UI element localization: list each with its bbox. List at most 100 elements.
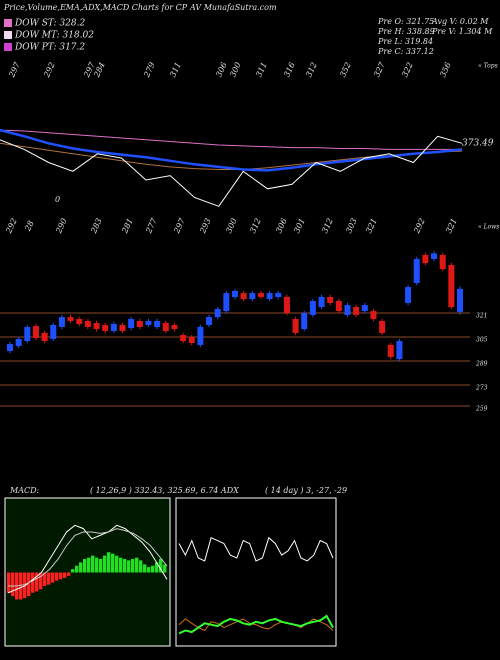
macd-bar [123,559,127,573]
candle-body [102,325,109,331]
candle-body [24,326,31,342]
legend-label: DOW MT: 318.02 [14,31,94,41]
macd-bar [119,557,123,573]
lows-label: « Lows [478,224,499,231]
candle-body [50,325,57,339]
macd-bar [59,572,63,580]
candle-body [84,320,91,327]
candle-body [93,323,100,330]
candle-body [266,293,273,300]
candle-body [257,293,264,297]
candle-body [283,296,290,313]
candle-body [353,307,360,315]
candle-body [214,308,221,318]
candle-body [41,332,48,342]
candle-body [327,296,334,303]
candle-body [67,317,74,321]
macd-bar [55,572,59,581]
candle-body [344,305,351,315]
y-tick-label: 289 [475,361,488,368]
macd-bar [39,572,43,590]
stat-label: Pre C: 337.12 [377,47,434,56]
candle-body [76,319,83,324]
candle-body [301,313,308,330]
candle-body [457,288,463,312]
page-title: Price,Volume,EMA,ADX,MACD Charts for CP [3,3,188,12]
indicator-line [0,129,462,150]
macd-bar [131,559,135,573]
candle-body [396,341,403,360]
candle-body [145,320,152,325]
macd-bar [107,552,111,573]
candle-body [275,293,282,297]
macd-bar [151,565,155,573]
macd-bar [43,572,47,586]
candle-body [292,319,299,333]
stat-label: Pre L: 319.84 [377,37,433,46]
indicator-line [178,536,334,562]
candle-body [405,287,412,303]
macd-bar [147,567,151,573]
macd-bar [163,564,167,573]
stat-label: Pre O: 321.75 [377,17,434,26]
indicator-line [178,614,334,635]
stat-label: Pre H: 338.89 [377,27,435,36]
macd-bar [143,564,147,573]
macd-bar [99,559,103,573]
legend-swatch [4,19,12,27]
candle-body [439,254,446,270]
candle-body [128,319,135,328]
indicator-line [0,135,463,207]
candle-body [110,323,117,331]
macd-bar [111,553,115,573]
candle-body [15,338,22,346]
candle-body [136,320,143,327]
legend-label: DOW PT: 317.2 [14,43,85,53]
stat-label: Pre V: 1.304 M [431,27,493,36]
annotation: 373.49 [462,139,494,149]
macd-bar [31,572,35,593]
candle-body [361,305,368,312]
macd-bar [23,572,27,599]
bottom-label: 28 [23,219,36,233]
macd-bar [27,572,31,597]
macd-bar [63,572,67,578]
candle-body [171,325,178,330]
macd-title: MACD: [9,486,40,495]
candle-body [7,344,13,351]
candle-body [413,259,420,283]
macd-subtitle: ( 12,26,9 ) 332.43, 325.69, 6.74 ADX [90,486,239,495]
legend-label: DOW ST: 328.2 [14,19,85,29]
macd-bar [87,557,91,573]
macd-bar [91,555,95,573]
candle-body [370,311,377,319]
candle-body [180,335,187,342]
macd-bar [11,572,15,597]
candle-body [188,337,195,343]
macd-bar [79,562,83,573]
macd-bar [115,555,119,573]
candle-body [206,317,213,325]
indicator-line [8,528,168,587]
site-name: AV MunafaSutra.com [189,3,277,12]
candle-body [232,290,238,297]
stat-label: Avg V: 0.02 M [431,17,489,26]
legend-swatch [4,43,12,51]
y-tick-label: 273 [475,385,488,392]
candle-body [162,323,169,331]
candle-body [379,320,386,333]
macd-bar [95,557,99,573]
macd-bar [7,572,11,593]
candle-body [422,254,429,264]
candle-body [335,301,342,312]
candle-body [32,326,39,339]
macd-bar [83,559,87,573]
macd-bar [35,572,39,592]
macd-bar [51,572,55,583]
macd-bar [159,559,163,573]
y-tick-label: 305 [476,337,488,344]
macd-bar [135,557,139,573]
candle-body [223,293,230,312]
y-tick-label: 259 [475,406,488,413]
candle-body [387,344,394,357]
